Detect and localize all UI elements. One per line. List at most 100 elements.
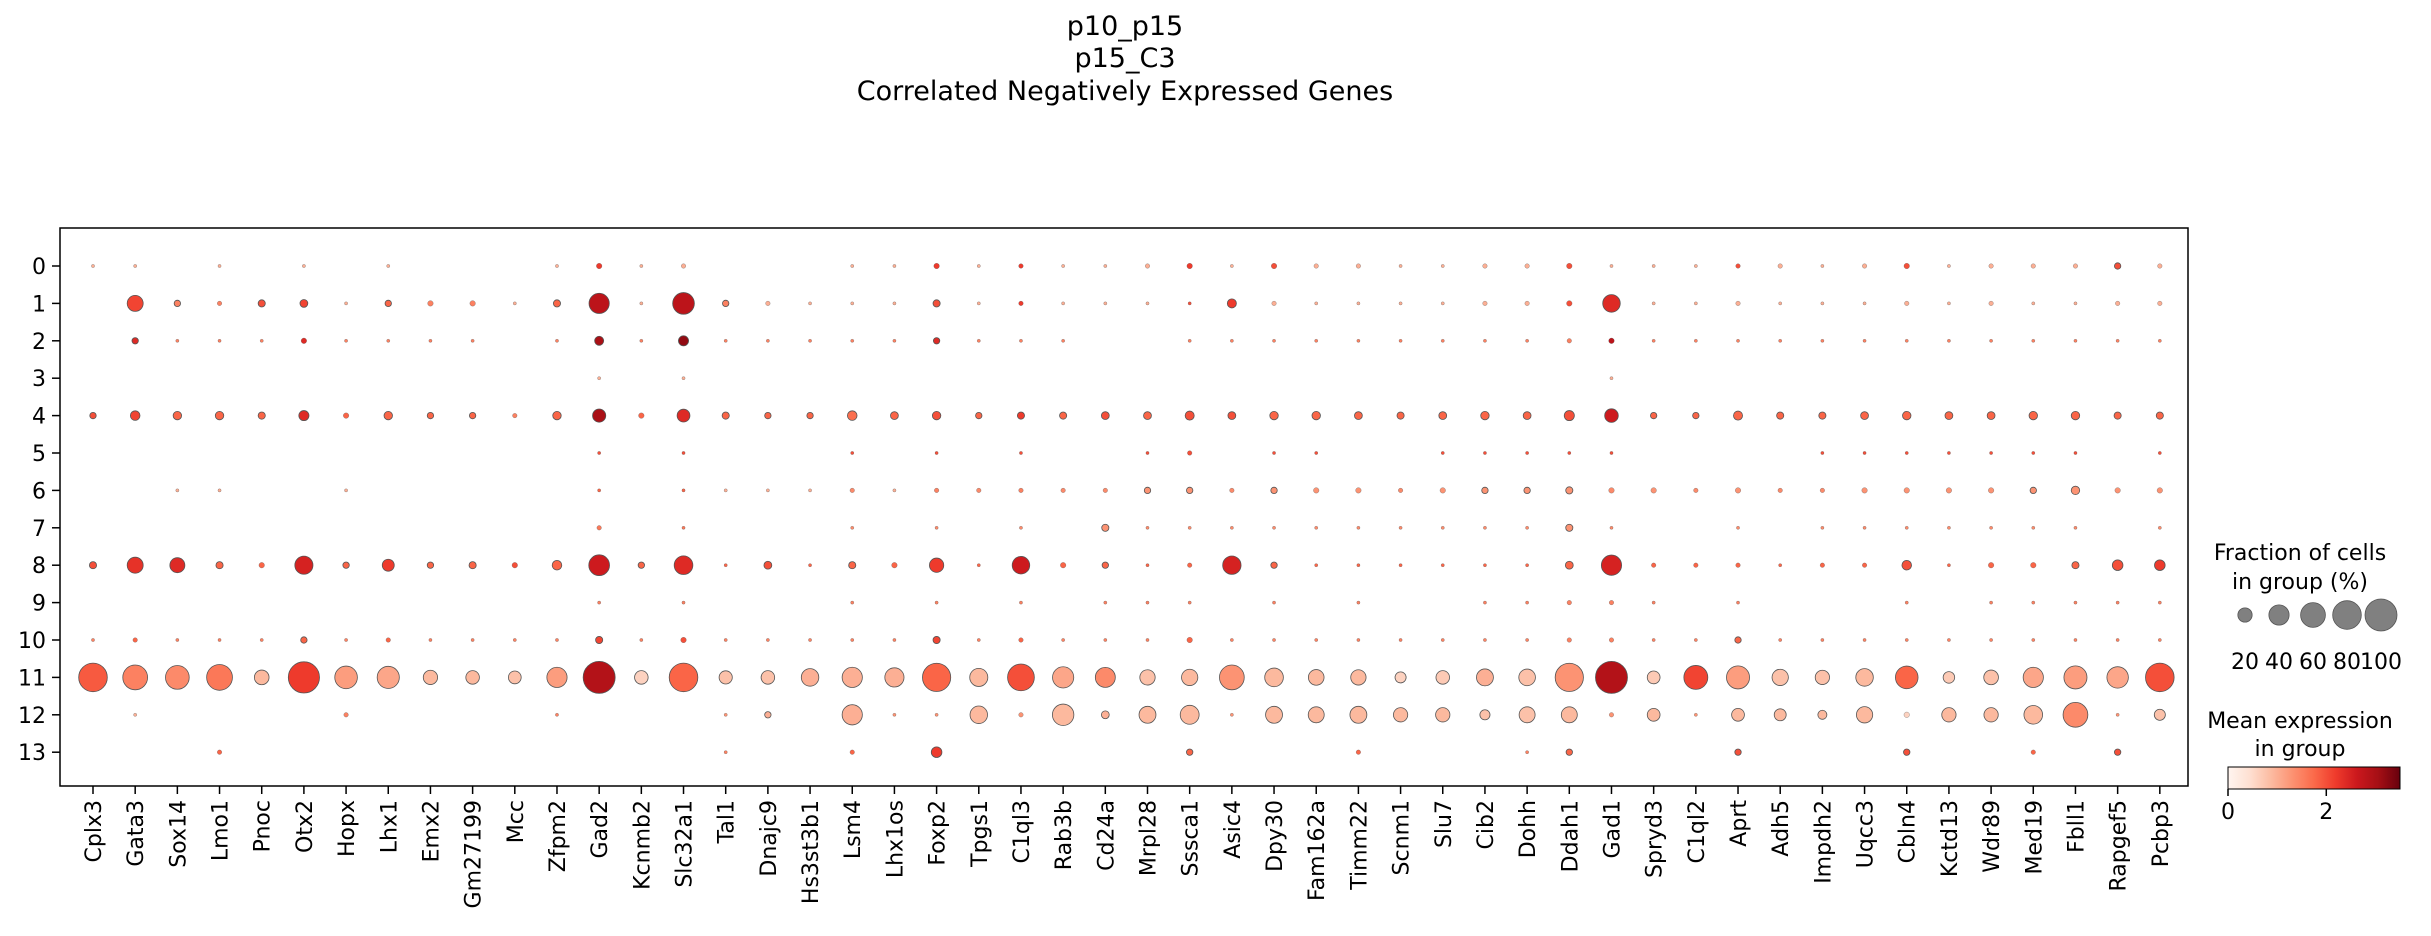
dot-6-Impdh2: [1819, 487, 1825, 493]
dot-5-Slc32a1: [681, 451, 686, 455]
dot-12-Sssca1: [1179, 704, 1200, 725]
dot-11-Wdr89: [1983, 669, 1999, 686]
size-legend-label: 40: [2265, 650, 2293, 675]
dot-1-Lhx1: [384, 299, 392, 307]
dot-6-Wdr89: [1988, 487, 1995, 494]
dot-11-Spryd3: [1646, 670, 1661, 685]
dot-4-Aprt: [1733, 410, 1743, 421]
dot-0-Lmo1: [217, 264, 222, 268]
dot-8-Sox14: [169, 557, 186, 574]
dot-4-Adh5: [1776, 411, 1785, 420]
dot-12-Impdh2: [1817, 709, 1828, 720]
dot-8-Tal1: [723, 563, 728, 567]
dot-8-Gad2: [588, 554, 610, 576]
dot-8-Adh5: [1778, 563, 1782, 567]
x-tick-label: Zfpm2: [546, 800, 571, 872]
dot-7-Dohh: [1525, 526, 1529, 530]
dot-6-Mrpl28: [1143, 486, 1152, 494]
dot-1-Otx2: [299, 299, 309, 308]
dot-10-Pcbp3: [2158, 638, 2162, 642]
dot-1-Foxp2: [932, 299, 941, 308]
dot-10-Lmo1: [217, 638, 222, 642]
dot-12-Gad1: [1609, 712, 1614, 718]
dot-12-Adh5: [1773, 708, 1787, 722]
dot-7-Ddah1: [1565, 523, 1574, 532]
x-tick-label: Mcc: [504, 800, 529, 843]
dot-8-Med19: [2030, 562, 2037, 569]
x-tick-label: Adh5: [1769, 800, 1794, 857]
dot-1-Lsm4: [850, 301, 854, 306]
x-axis: Cplx3 Gata3 Sox14 Lmo1 Pnoc Otx2 Hopx Lhx1 Emx2 G…: [82, 786, 2174, 908]
dot-4-Gad1: [1604, 408, 1619, 423]
dot-13-Rapgef5: [2114, 748, 2122, 756]
dot-1-Gad2: [588, 292, 610, 314]
x-tick-label: Dpy30: [1263, 800, 1288, 872]
dot-11-Gata3: [122, 664, 148, 691]
dot-1-Med19: [2031, 301, 2036, 306]
dot-8-Uqcc3: [1862, 562, 1867, 568]
colorbar-tick-label: 2: [2319, 800, 2333, 825]
size-legend-dot: [2332, 600, 2362, 630]
x-tick-label: Slu7: [1432, 800, 1457, 848]
x-tick-label: Pnoc: [251, 800, 276, 852]
size-legend-dot: [2268, 604, 2290, 626]
dot-10-Ddah1: [1566, 637, 1572, 643]
dot-1-Aprt: [1735, 300, 1741, 306]
dot-4-Sssca1: [1184, 410, 1195, 421]
x-tick-label: Tpgs1: [968, 800, 993, 868]
dot-6-Gad2: [597, 488, 601, 493]
dot-10-Uqcc3: [1862, 638, 1867, 642]
dot-5-Uqcc3: [1862, 451, 1867, 455]
dot-11-Lhx1: [376, 665, 400, 689]
dot-1-Dohh: [1524, 300, 1530, 306]
dot-0-Dpy30: [1271, 263, 1277, 269]
dot-12-C1ql3: [1018, 712, 1024, 718]
x-tick-label: Lhx1: [377, 800, 402, 853]
x-tick-label: Fam162a: [1305, 800, 1330, 901]
dot-1-Cib2: [1482, 300, 1488, 306]
dot-8-Ddah1: [1564, 560, 1574, 570]
x-tick-label: C1ql3: [1010, 800, 1035, 863]
dot-7-Wdr89: [1989, 526, 1993, 530]
size-legend-dot: [2300, 602, 2326, 628]
dot-10-Zfpm2: [555, 638, 559, 642]
dot-12-Gata3: [133, 713, 137, 717]
dot-12-Scnm1: [1393, 707, 1409, 723]
dot-7-Cd24a: [1101, 523, 1110, 532]
x-tick-label: Cbln4: [1896, 800, 1921, 863]
dot-0-Ddah1: [1566, 263, 1573, 269]
x-tick-label: Hopx: [335, 800, 360, 857]
dot-10-Scnm1: [1398, 638, 1403, 642]
dot-6-Med19: [2029, 486, 2037, 494]
color-legend: Mean expression in group 0 2: [2207, 709, 2401, 825]
dot-8-Pnoc: [258, 562, 265, 569]
dot-8-Dnajc9: [763, 560, 773, 570]
dot-12-Dnajc9: [764, 711, 772, 719]
dot-12-Dohh: [1518, 706, 1536, 724]
dot-5-Cbln4: [1904, 451, 1909, 455]
dot-10-Gm27199: [470, 638, 475, 642]
dot-10-Emx2: [428, 638, 433, 642]
dot-12-Pcbp3: [2153, 708, 2166, 721]
dot-4-Foxp2: [931, 410, 942, 421]
x-tick-label: Sssca1: [1179, 800, 1204, 876]
dot-11-Slu7: [1435, 670, 1450, 685]
dot-4-Wdr89: [1986, 411, 1996, 420]
dot-9-Mrpl28: [1145, 600, 1150, 605]
dot-13-Tal1: [723, 750, 728, 754]
dot-7-Aprt: [1736, 526, 1740, 530]
y-tick-label: 5: [32, 442, 46, 467]
dot-8-Rab3b: [1060, 562, 1067, 569]
x-tick-label: Fbll1: [2064, 800, 2089, 853]
color-legend-title-2: in group: [2255, 737, 2346, 762]
dot-1-Lmo1: [217, 300, 222, 306]
dot-0-Cib2: [1482, 263, 1488, 269]
dot-11-Gad1: [1595, 661, 1628, 694]
dot-12-Tal1: [723, 713, 728, 717]
dot-12-Zfpm2: [555, 713, 559, 717]
dot-11-Cbln4: [1895, 665, 1919, 690]
dot-10-Cbln4: [1904, 638, 1909, 642]
x-tick-label: Hs3st3b1: [799, 800, 824, 904]
x-tick-label: Dnajc9: [757, 800, 782, 877]
